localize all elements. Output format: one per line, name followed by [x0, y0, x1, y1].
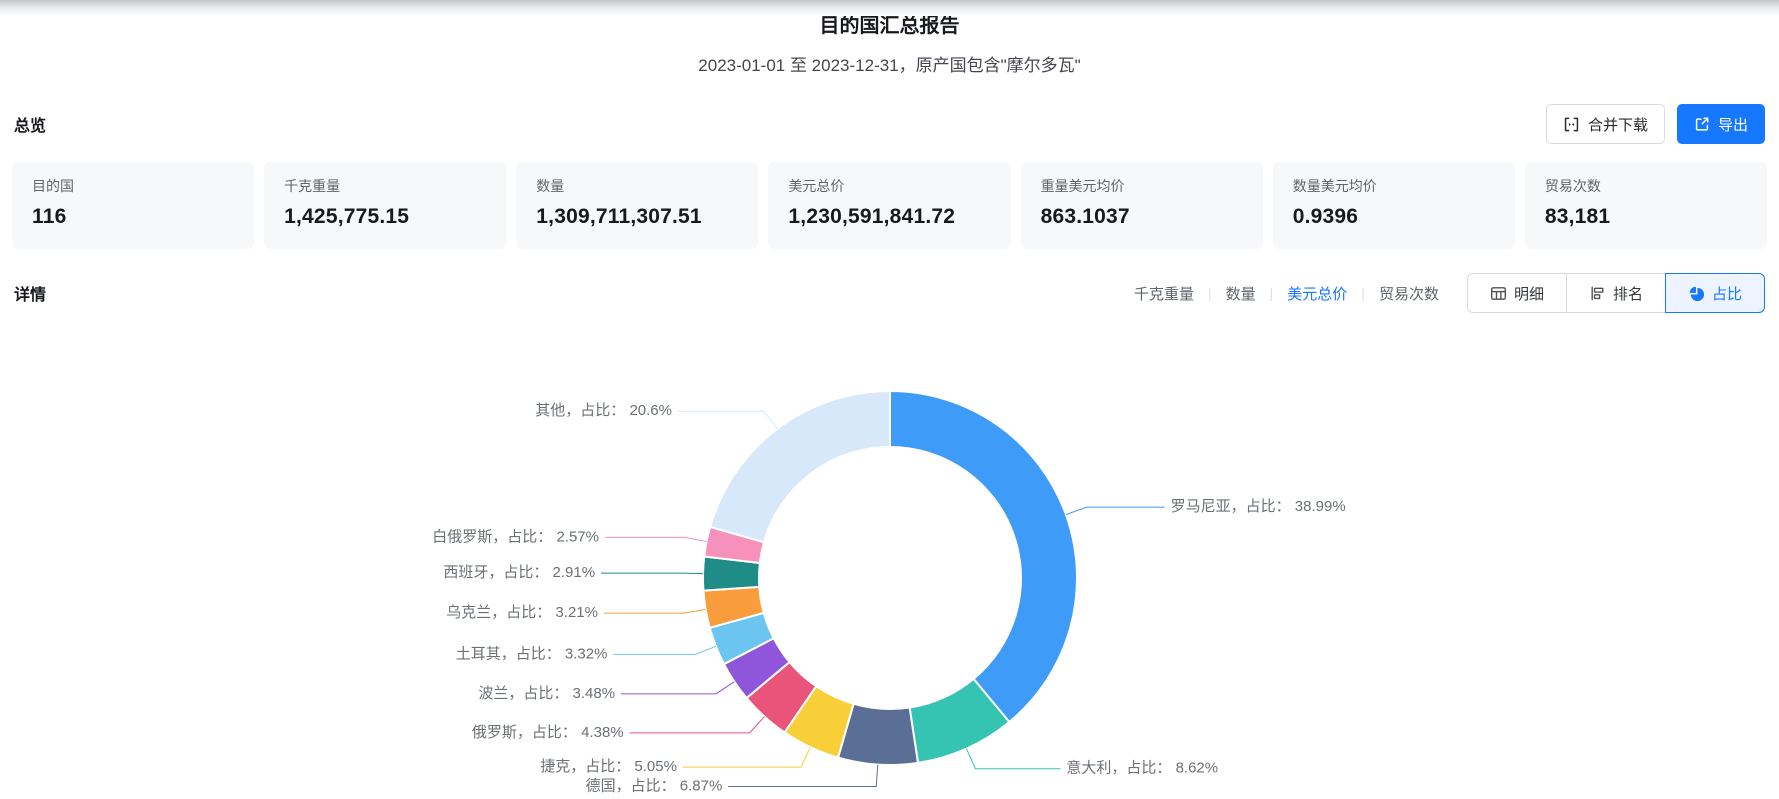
page-subtitle: 2023-01-01 至 2023-12-31，原产国包含"摩尔多瓦": [698, 56, 1081, 75]
stat-card-quantity: 数量 1,309,711,307.51: [516, 162, 759, 249]
donut-slice-0[interactable]: [889, 390, 1078, 724]
pie-icon: [1688, 285, 1705, 302]
view-proportion-button[interactable]: 占比: [1664, 273, 1765, 313]
slice-label-8: 西班牙，占比： 2.91%: [443, 564, 595, 581]
slice-label-4: 俄罗斯，占比： 4.38%: [472, 724, 624, 741]
slice-leader-10: [677, 410, 778, 430]
merge-icon: [1563, 116, 1580, 133]
details-header-row: 详情 千克重量 | 数量 | 美元总价 | 贸易次数: [14, 273, 1765, 313]
stat-label: 千克重量: [284, 178, 341, 194]
export-label: 导出: [1717, 116, 1748, 134]
view-ranking-label: 排名: [1612, 285, 1643, 303]
slice-label-7: 乌克兰，占比： 3.21%: [446, 604, 598, 621]
overview-section-title: 总览: [14, 118, 47, 135]
tab-trade-count[interactable]: 贸易次数: [1378, 285, 1439, 303]
tab-kg-weight[interactable]: 千克重量: [1133, 285, 1194, 303]
view-ranking-button[interactable]: 排名: [1565, 273, 1666, 313]
view-detail-label: 明细: [1513, 285, 1544, 303]
slice-leader-2: [728, 764, 879, 788]
slice-leader-9: [604, 536, 707, 543]
donut-slice-10[interactable]: [709, 390, 891, 544]
slice-leader-7: [603, 608, 706, 614]
slice-leader-4: [629, 716, 765, 734]
stat-value: 1,309,711,307.51: [536, 205, 702, 228]
view-proportion-label: 占比: [1711, 285, 1742, 303]
stat-label: 美元总价: [788, 178, 845, 194]
merge-download-button[interactable]: 合并下载: [1545, 104, 1665, 144]
slice-label-10: 其他，占比： 20.6%: [535, 402, 672, 419]
table-icon: [1490, 285, 1507, 302]
slice-leader-8: [601, 572, 704, 575]
tab-quantity[interactable]: 数量: [1225, 285, 1256, 303]
slice-label-1: 意大利，占比： 8.62%: [1066, 759, 1218, 777]
slice-label-5: 波兰，占比： 3.48%: [478, 685, 615, 702]
stat-value: 863.1037: [1040, 205, 1130, 228]
metric-tabs: 千克重量 | 数量 | 美元总价 | 贸易次数: [1134, 283, 1439, 304]
slice-leader-5: [621, 681, 735, 695]
slice-leader-0: [1065, 506, 1165, 516]
overview-cards: 目的国 116 千克重量 1,425,775.15 数量 1,309,711,3…: [12, 162, 1767, 249]
stat-card-usd-per-weight: 重量美元均价 863.1037: [1020, 162, 1263, 249]
merge-download-label: 合并下载: [1587, 116, 1648, 134]
overview-actions: 合并下载 导出: [1545, 104, 1765, 144]
slice-leader-3: [682, 746, 811, 768]
stat-label: 目的国: [32, 178, 74, 194]
slice-label-9: 白俄罗斯，占比： 2.57%: [432, 528, 599, 545]
slice-label-3: 捷克，占比： 5.05%: [540, 758, 677, 775]
slice-label-0: 罗马尼亚，占比： 38.99%: [1171, 498, 1346, 515]
stat-label: 重量美元均价: [1040, 178, 1125, 194]
stat-value: 83,181: [1544, 205, 1611, 228]
overview-header-row: 总览 合并下载: [14, 104, 1765, 144]
slice-leader-1: [965, 748, 1061, 770]
tab-separator: |: [1207, 285, 1212, 301]
export-icon: [1694, 116, 1710, 132]
stat-card-usd-per-quantity: 数量美元均价 0.9396: [1272, 162, 1515, 249]
stat-label: 贸易次数: [1544, 178, 1601, 194]
stat-card-trade-count: 贸易次数 83,181: [1524, 162, 1767, 249]
view-detail-button[interactable]: 明细: [1466, 273, 1567, 313]
slice-leader-6: [613, 645, 717, 655]
tab-separator: |: [1361, 285, 1365, 301]
view-switch-group: 明细 排名: [1466, 273, 1765, 313]
stat-value: 1,230,591,841.72: [788, 205, 956, 228]
stat-value: 1,425,775.15: [284, 205, 410, 228]
details-section-title: 详情: [14, 287, 47, 304]
stat-card-destinations: 目的国 116: [12, 162, 255, 249]
page-title: 目的国汇总报告: [819, 15, 960, 37]
stat-label: 数量: [536, 178, 565, 194]
stat-card-usd-total: 美元总价 1,230,591,841.72: [768, 162, 1011, 249]
stat-label: 数量美元均价: [1292, 178, 1377, 194]
slice-label-6: 土耳其，占比： 3.32%: [456, 645, 608, 662]
stat-value: 116: [32, 205, 67, 228]
ranking-icon: [1589, 285, 1606, 302]
export-button[interactable]: 导出: [1676, 104, 1765, 144]
stat-card-kg-weight: 千克重量 1,425,775.15: [264, 162, 507, 249]
tab-usd-total[interactable]: 美元总价: [1287, 285, 1348, 303]
tab-separator: |: [1269, 285, 1274, 301]
slice-label-2: 德国，占比： 6.87%: [586, 777, 723, 795]
stat-value: 0.9396: [1292, 205, 1359, 228]
donut-chart: 罗马尼亚，占比： 38.99% 意大利，占比： 8.62% 德国，占比： 6.87%…: [0, 315, 1779, 799]
details-controls: 千克重量 | 数量 | 美元总价 | 贸易次数: [1134, 273, 1765, 313]
